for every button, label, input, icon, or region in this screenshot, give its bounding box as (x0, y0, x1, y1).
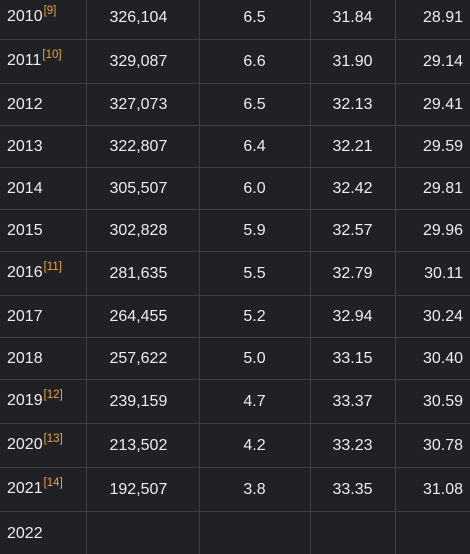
mother-age-cell: 29.41 (395, 84, 470, 126)
births-cell: 327,073 (86, 84, 199, 126)
father-age-cell: 32.79 (310, 252, 395, 296)
year-cell: 2022 (0, 512, 86, 554)
reference-link[interactable]: [13] (44, 433, 63, 445)
birth-rate-cell: 3.8 (199, 468, 310, 512)
mother-age-cell: 30.24 (395, 296, 470, 338)
reference-link[interactable]: [11] (44, 261, 62, 273)
father-age-cell (310, 512, 395, 554)
birth-rate-cell: 6.0 (199, 168, 310, 210)
year-cell: 2015 (0, 210, 86, 252)
mother-age-cell: 30.11 (395, 252, 470, 296)
year-cell: 2016[11] (0, 252, 86, 296)
birth-rate-cell: 5.2 (199, 296, 310, 338)
birth-rate-cell: 6.4 (199, 126, 310, 168)
mother-age-cell: 29.59 (395, 126, 470, 168)
birth-rate-cell: 6.5 (199, 84, 310, 126)
father-age-cell: 32.57 (310, 210, 395, 252)
birth-rate-cell: 6.5 (199, 0, 310, 40)
births-cell: 302,828 (86, 210, 199, 252)
birth-rate-cell: 5.5 (199, 252, 310, 296)
births-cell: 192,507 (86, 468, 199, 512)
births-cell: 329,087 (86, 40, 199, 84)
year-cell: 2021[14] (0, 468, 86, 512)
births-cell: 305,507 (86, 168, 199, 210)
year-label: 2018 (7, 350, 43, 367)
year-label: 2012 (7, 96, 43, 113)
reference-link[interactable]: [10] (42, 49, 61, 61)
year-cell: 2020[13] (0, 424, 86, 468)
table-row: 2022 (0, 512, 470, 554)
year-cell: 2011[10] (0, 40, 86, 84)
year-label: 2013 (7, 138, 43, 155)
year-cell: 2018 (0, 338, 86, 380)
births-cell: 213,502 (86, 424, 199, 468)
birth-rate-cell: 5.9 (199, 210, 310, 252)
father-age-cell: 33.37 (310, 380, 395, 424)
birth-rate-cell: 6.6 (199, 40, 310, 84)
year-cell: 2017 (0, 296, 86, 338)
year-label: 2017 (7, 308, 43, 325)
year-cell: 2019[12] (0, 380, 86, 424)
births-cell: 326,104 (86, 0, 199, 40)
father-age-cell: 32.42 (310, 168, 395, 210)
year-label: 2016 (7, 264, 43, 281)
year-label: 2021 (7, 480, 43, 497)
year-label: 2011 (7, 52, 41, 69)
birth-rate-cell: 4.7 (199, 380, 310, 424)
mother-age-cell: 29.14 (395, 40, 470, 84)
births-cell: 281,635 (86, 252, 199, 296)
father-age-cell: 33.15 (310, 338, 395, 380)
mother-age-cell: 30.78 (395, 424, 470, 468)
births-cell: 322,807 (86, 126, 199, 168)
mother-age-cell (395, 512, 470, 554)
mother-age-cell: 29.96 (395, 210, 470, 252)
father-age-cell: 33.23 (310, 424, 395, 468)
year-label: 2010 (7, 8, 43, 25)
year-label: 2020 (7, 436, 43, 453)
birth-rate-cell (199, 512, 310, 554)
year-cell: 2012 (0, 84, 86, 126)
year-cell: 2014 (0, 168, 86, 210)
birth-rate-cell: 5.0 (199, 338, 310, 380)
births-cell: 264,455 (86, 296, 199, 338)
births-cell: 257,622 (86, 338, 199, 380)
reference-link[interactable]: [12] (44, 389, 63, 401)
year-cell: 2013 (0, 126, 86, 168)
father-age-cell: 32.94 (310, 296, 395, 338)
father-age-cell: 31.90 (310, 40, 395, 84)
mother-age-cell: 30.59 (395, 380, 470, 424)
births-cell: 239,159 (86, 380, 199, 424)
year-cell: 2010[9] (0, 0, 86, 40)
year-label: 2019 (7, 392, 43, 409)
father-age-cell: 33.35 (310, 468, 395, 512)
year-label: 2014 (7, 180, 43, 197)
year-label: 2015 (7, 222, 43, 239)
births-cell (86, 512, 199, 554)
mother-age-cell: 31.08 (395, 468, 470, 512)
father-age-cell: 32.21 (310, 126, 395, 168)
mother-age-cell: 30.40 (395, 338, 470, 380)
birth-rate-cell: 4.2 (199, 424, 310, 468)
mother-age-cell: 28.91 (395, 0, 470, 40)
father-age-cell: 32.13 (310, 84, 395, 126)
year-label: 2022 (7, 525, 43, 542)
reference-link[interactable]: [9] (44, 5, 57, 17)
reference-link[interactable]: [14] (44, 477, 63, 489)
father-age-cell: 31.84 (310, 0, 395, 40)
mother-age-cell: 29.81 (395, 168, 470, 210)
